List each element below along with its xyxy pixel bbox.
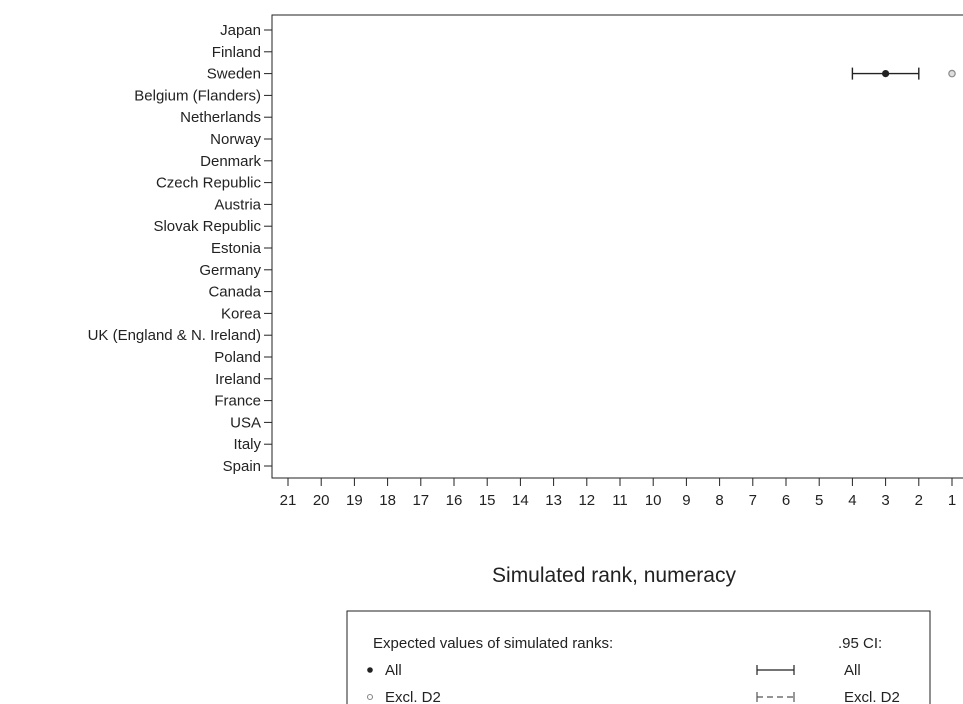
- y-axis: Japan Finland Sweden Belgium (Flanders) Neth…: [88, 22, 272, 475]
- x-tick-label: 17: [412, 492, 429, 509]
- y-tick-label: France: [214, 393, 261, 410]
- y-tick-label: UK (England & N. Ireland): [88, 327, 261, 344]
- y-tick-label: Ireland: [215, 371, 261, 388]
- legend: Expected values of simulated ranks: .95 …: [346, 610, 931, 704]
- y-tick-label: Canada: [208, 284, 261, 301]
- legend-ci-all-label: All: [844, 662, 861, 679]
- legend-ci-excl-line: [756, 692, 795, 702]
- x-tick-label: 5: [815, 492, 823, 509]
- y-tick-label: USA: [230, 414, 261, 431]
- x-tick-label: 9: [682, 492, 690, 509]
- x-tick-label: 3: [881, 492, 889, 509]
- y-tick-label: Poland: [214, 349, 261, 366]
- y-tick-label: Sweden: [207, 66, 261, 83]
- legend-ci-all-line: [756, 665, 795, 675]
- y-tick-label: Finland: [212, 44, 261, 61]
- x-tick-label: 16: [446, 492, 463, 509]
- y-tick-label: Norway: [210, 131, 261, 148]
- y-tick-label: Spain: [223, 458, 261, 475]
- y-tick-label: Italy: [233, 436, 261, 453]
- point-excl-d2: [948, 69, 956, 78]
- x-tick-label: 18: [379, 492, 396, 509]
- x-tick-label: 6: [782, 492, 790, 509]
- legend-box: [346, 610, 931, 704]
- y-tick-label: Denmark: [200, 153, 261, 170]
- x-tick-label: 2: [915, 492, 923, 509]
- y-tick-label: Japan: [220, 22, 261, 39]
- x-tick-label: 20: [313, 492, 330, 509]
- x-tick-label: 14: [512, 492, 529, 509]
- x-tick-label: 19: [346, 492, 363, 509]
- legend-all-marker: [367, 667, 373, 673]
- y-tick-label: Korea: [221, 305, 262, 322]
- legend-expected-heading: Expected values of simulated ranks:: [373, 635, 613, 652]
- y-tick-label: Slovak Republic: [153, 218, 261, 235]
- y-tick-label: Germany: [199, 262, 261, 279]
- x-axis-label: Simulated rank, numeracy: [492, 564, 736, 587]
- x-tick-label: 10: [645, 492, 662, 509]
- y-tick-label: Netherlands: [180, 109, 261, 126]
- x-tick-label: 21: [280, 492, 297, 509]
- legend-ci-excl-label: Excl. D2: [844, 689, 900, 704]
- x-tick-label: 4: [848, 492, 856, 509]
- x-tick-label: 8: [715, 492, 723, 509]
- x-tick-label: 15: [479, 492, 496, 509]
- legend-excl-marker: [366, 693, 374, 701]
- y-tick-label: Czech Republic: [156, 175, 262, 192]
- y-tick-label: Estonia: [211, 240, 262, 257]
- legend-excl-label: Excl. D2: [385, 689, 441, 704]
- data-marks: [851, 67, 956, 80]
- y-tick-label: Belgium (Flanders): [134, 87, 261, 104]
- legend-ci-heading: .95 CI:: [838, 635, 882, 652]
- y-tick-label: Austria: [214, 196, 261, 213]
- point-all: [882, 70, 890, 78]
- x-tick-label: 13: [545, 492, 562, 509]
- x-tick-label: 12: [578, 492, 595, 509]
- x-axis: 21 20 19 18 17 16 15 14 13 12 11 10 9 8 7 6 5 4 3 2 1: [280, 478, 956, 509]
- x-tick-label: 7: [749, 492, 757, 509]
- legend-all-label: All: [385, 662, 402, 679]
- x-tick-label: 11: [612, 492, 628, 509]
- x-tick-label: 1: [948, 492, 956, 509]
- plot-area: [271, 14, 963, 479]
